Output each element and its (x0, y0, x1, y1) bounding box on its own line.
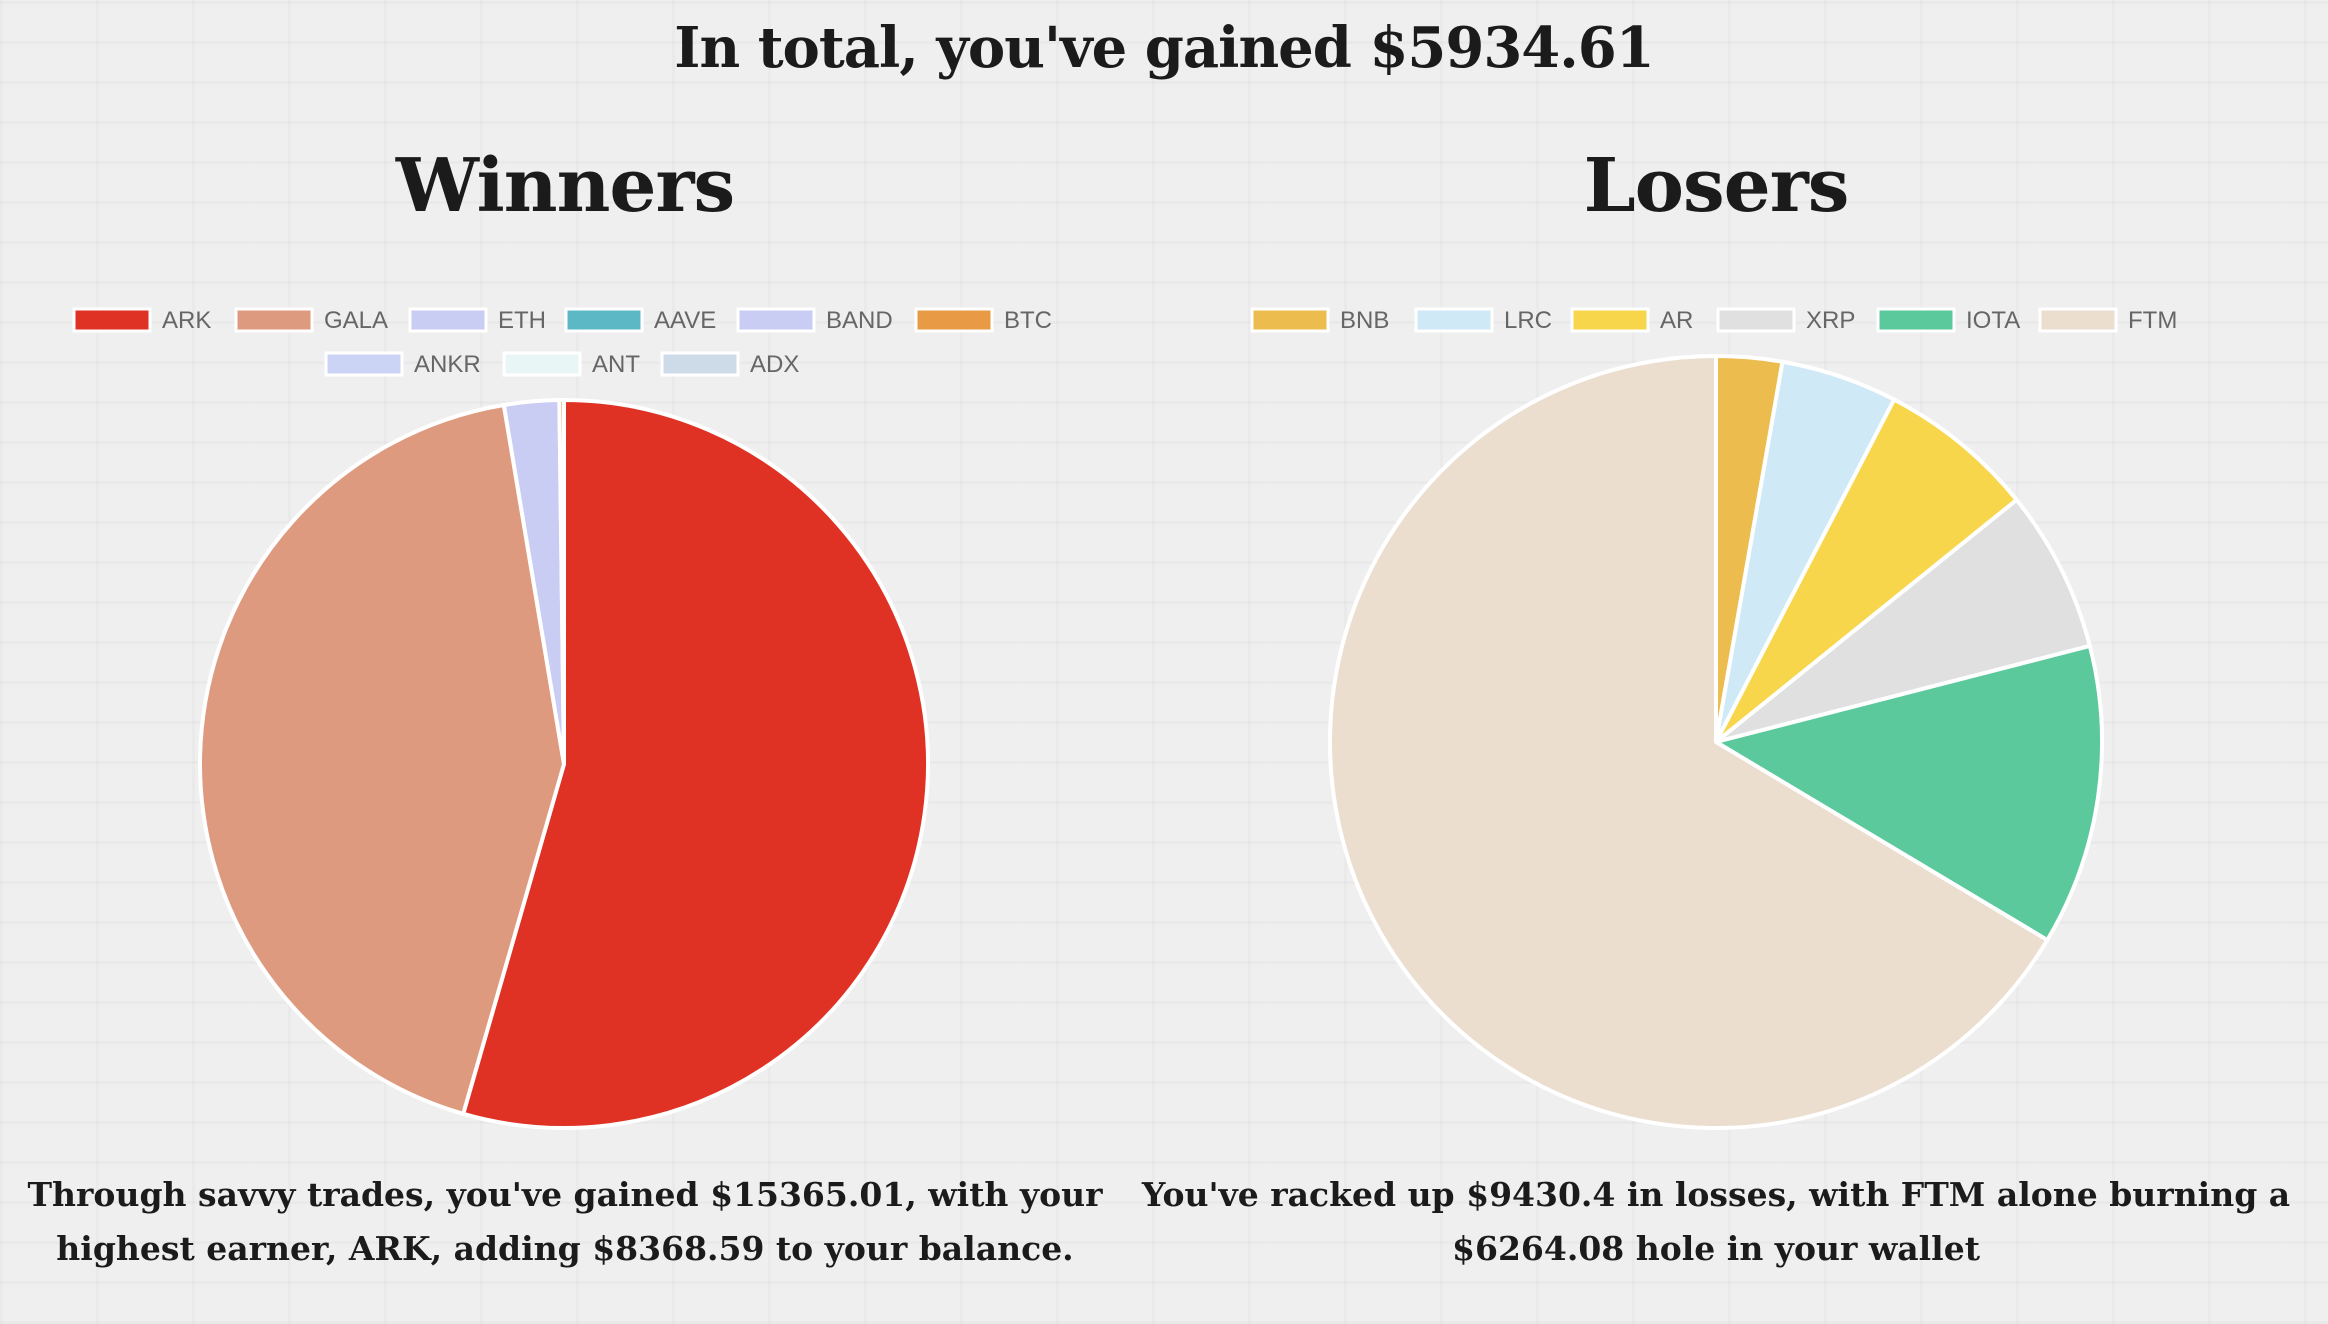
winners-legend-swatch-band (736, 307, 816, 333)
winners-legend-label-band: BAND (826, 307, 893, 334)
losers-legend-item-iota[interactable]: IOTA (1876, 307, 2020, 334)
losers-legend-swatch-ar (1570, 307, 1650, 333)
losers-legend-swatch-xrp (1716, 307, 1796, 333)
losers-slice-iota[interactable] (1714, 643, 2104, 943)
losers-legend-label-bnb: BNB (1340, 307, 1389, 334)
losers-legend-label-ftm: FTM (2128, 307, 2177, 334)
losers-legend-item-lrc[interactable]: LRC (1414, 307, 1552, 334)
winners-legend-swatch-adx (660, 351, 740, 377)
losers-panel: Losers BNB LRC AR XRP IOTA FTM You've racked … (1130, 0, 2328, 1324)
losers-legend-swatch-lrc (1414, 307, 1494, 333)
winners-legend-label-adx: ADX (750, 351, 799, 378)
winners-pie-chart: ARK GALA ETH AAVE BAND BTC ANKR ANT ADX (72, 307, 1052, 1130)
winners-legend-item-ant[interactable]: ANT (502, 351, 640, 378)
losers-legend-label-ar: AR (1660, 307, 1693, 334)
losers-legend-item-bnb[interactable]: BNB (1250, 307, 1389, 334)
winners-legend-item-adx[interactable]: ADX (660, 351, 799, 378)
winners-title: Winners (395, 143, 735, 229)
winners-legend-swatch-aave (564, 307, 644, 333)
winners-legend-swatch-btc (914, 307, 994, 333)
losers-caption: You've racked up $9430.4 in losses, with… (1141, 1175, 2291, 1268)
losers-slice-ar[interactable] (1714, 397, 2019, 744)
losers-legend-label-iota: IOTA (1966, 307, 2020, 334)
losers-legend-item-ftm[interactable]: FTM (2038, 307, 2177, 334)
losers-legend-item-ar[interactable]: AR (1570, 307, 1693, 334)
losers-title: Losers (1583, 143, 1850, 229)
winners-slice-gala[interactable] (198, 403, 566, 1116)
losers-slice-xrp[interactable] (1714, 497, 2092, 744)
winners-slice-ark[interactable] (461, 398, 930, 1130)
losers-legend-swatch-ftm (2038, 307, 2118, 333)
winners-legend-swatch-ark (72, 307, 152, 333)
winners-legend-swatch-gala (234, 307, 314, 333)
winners-legend-swatch-ankr (324, 351, 404, 377)
losers-legend-label-lrc: LRC (1504, 307, 1552, 334)
winners-legend-item-btc[interactable]: BTC (914, 307, 1052, 334)
total-gain-title: In total, you've gained $5934.61 (674, 15, 1654, 81)
losers-legend-item-xrp[interactable]: XRP (1716, 307, 1855, 334)
winners-panel: Winners ARK GALA ETH AAVE BAND BTC ANKR ANT ADX … (0, 0, 1130, 1324)
winners-legend-item-aave[interactable]: AAVE (564, 307, 716, 334)
winners-slice-btc[interactable] (557, 397, 566, 766)
winners-legend-label-aave: AAVE (654, 307, 716, 334)
losers-legend-label-xrp: XRP (1806, 307, 1855, 334)
winners-legend-label-gala: GALA (324, 307, 388, 334)
winners-legend-item-ark[interactable]: ARK (72, 307, 211, 334)
winners-legend-label-ark: ARK (162, 307, 211, 334)
losers-pie-chart: BNB LRC AR XRP IOTA FTM (1250, 307, 2177, 1130)
winners-caption: Through savvy trades, you've gained $153… (27, 1175, 1103, 1268)
winners-legend-label-ant: ANT (592, 351, 640, 378)
winners-legend-label-btc: BTC (1004, 307, 1052, 334)
losers-legend-swatch-bnb (1250, 307, 1330, 333)
winners-legend-item-ankr[interactable]: ANKR (324, 351, 481, 378)
losers-slice-ftm[interactable] (1328, 354, 2050, 1130)
winners-legend-item-eth[interactable]: ETH (408, 307, 546, 334)
winners-legend-label-ankr: ANKR (414, 351, 481, 378)
losers-legend-swatch-iota (1876, 307, 1956, 333)
winners-legend-swatch-ant (502, 351, 582, 377)
winners-legend-item-gala[interactable]: GALA (234, 307, 388, 334)
winners-legend-label-eth: ETH (498, 307, 546, 334)
winners-legend-item-band[interactable]: BAND (736, 307, 893, 334)
winners-legend-swatch-eth (408, 307, 488, 333)
